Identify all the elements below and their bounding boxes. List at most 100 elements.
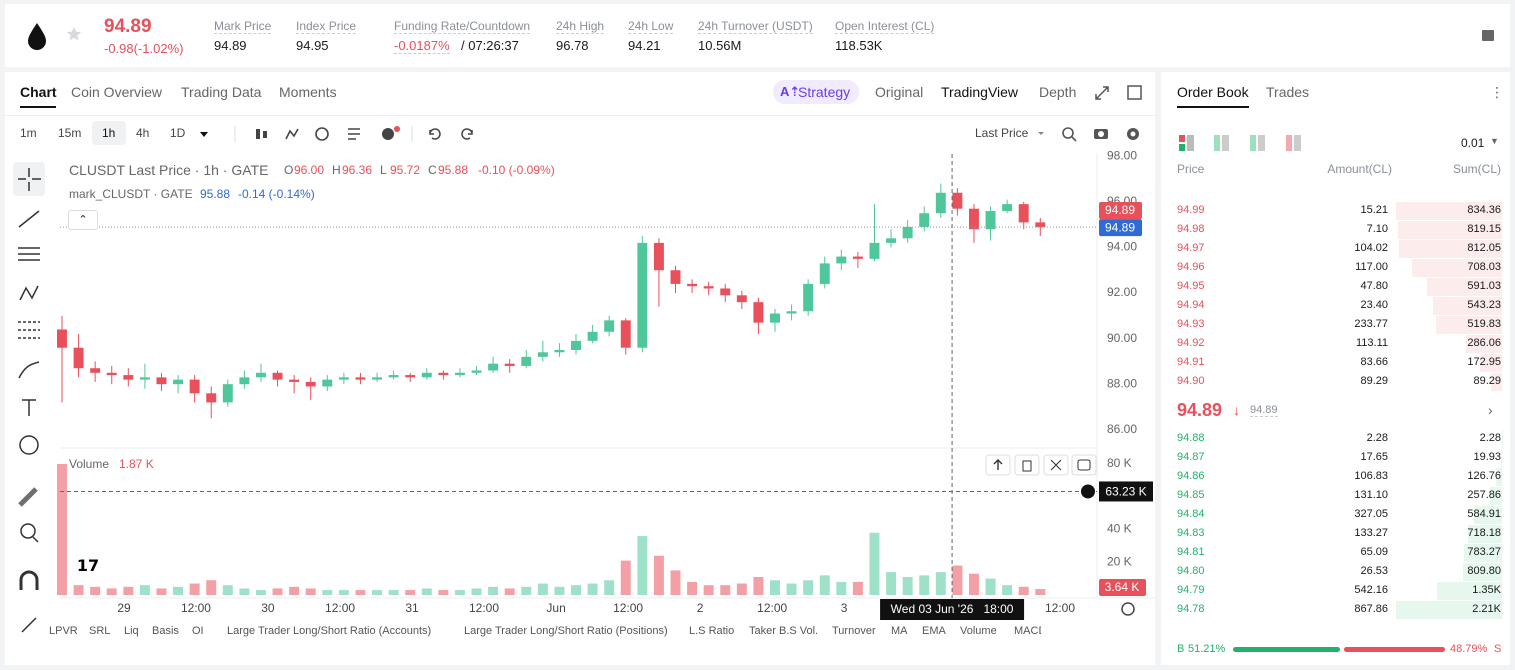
book-price: 94.88 (1177, 432, 1205, 444)
book-price: 94.81 (1177, 546, 1205, 558)
book-arrow: ↓ (1233, 402, 1240, 418)
legend-change: -0.10 (-0.09%) (478, 163, 555, 177)
book-amount: 65.09 (1360, 546, 1388, 558)
collapse-button[interactable]: ⌃ (68, 210, 98, 230)
indicator[interactable]: Large Trader Long/Short Ratio (Accounts) (227, 625, 432, 637)
volume-bar (952, 565, 963, 595)
buy-bar (1233, 647, 1340, 652)
indicator[interactable]: L.S Ratio (689, 625, 735, 637)
volume-bar (272, 588, 283, 595)
view-tab[interactable]: Strategy (798, 84, 851, 100)
candle-body (587, 331, 598, 341)
book-menu[interactable]: ⋮ (1490, 84, 1504, 100)
candle-body (438, 372, 449, 376)
indicator[interactable]: LPVR (49, 625, 78, 637)
volume-bar (703, 585, 714, 595)
indicator[interactable]: MACD (1014, 625, 1041, 637)
book-amount: 2.28 (1366, 432, 1388, 444)
stat-value: 118.53K (835, 38, 883, 53)
depth-bar (1437, 582, 1502, 600)
stat-label: Funding Rate/Countdown (394, 19, 531, 34)
menu-icon[interactable] (1481, 29, 1495, 42)
candle-body (139, 377, 150, 380)
candle-body (338, 377, 349, 380)
interval[interactable]: 15m (58, 126, 82, 140)
chart-tab[interactable]: Chart (20, 84, 57, 100)
ohlc-value: 96.00 (294, 163, 325, 177)
book-amount: 542.16 (1354, 584, 1388, 596)
indicator[interactable]: EMA (922, 625, 946, 637)
book-tab[interactable]: Trades (1266, 84, 1310, 100)
depth-bar (1473, 506, 1502, 524)
volume-bar (537, 583, 548, 595)
interval[interactable]: 1D (170, 126, 186, 140)
mark-value: 95.88 (200, 187, 231, 201)
precision[interactable]: 0.01 (1461, 136, 1485, 150)
book-tab[interactable]: Order Book (1177, 84, 1249, 100)
indicator[interactable]: Volume (960, 625, 997, 637)
stat-value: 10.56M (698, 38, 742, 53)
indicator[interactable]: Basis (152, 625, 179, 637)
view-tab[interactable]: Original (875, 84, 924, 100)
candle-body (687, 283, 698, 287)
stat-label: 24h Low (628, 19, 674, 34)
volume-bar (372, 590, 383, 595)
indicator[interactable]: OI (192, 625, 204, 637)
chart-tab[interactable]: Coin Overview (71, 84, 163, 100)
book-sum: 172.95 (1467, 356, 1501, 368)
last-volume-label: 3.64 K (1105, 580, 1140, 594)
candle-body (720, 288, 731, 296)
book-more[interactable]: › (1488, 402, 1493, 418)
precision-caret: ▼ (1490, 136, 1499, 146)
indicator[interactable]: Large Trader Long/Short Ratio (Positions… (464, 625, 668, 637)
stat-extra: / 07:26:37 (461, 38, 519, 53)
interval[interactable]: 1h (102, 126, 116, 140)
volume-bar (869, 532, 880, 595)
strategy-icon: A⇡ (780, 84, 801, 99)
chart-tab[interactable]: Moments (279, 84, 337, 100)
volume-bar (819, 575, 830, 595)
favorite-star[interactable] (66, 26, 82, 42)
indicator[interactable]: SRL (89, 625, 111, 637)
depth-bar (1501, 449, 1502, 467)
y-tick-label: 88.00 (1107, 376, 1137, 390)
x-tick-label: 3 (841, 601, 848, 615)
indicator[interactable]: MA (891, 625, 908, 637)
book-sum: 834.36 (1467, 204, 1501, 216)
volume-bar (173, 586, 184, 595)
indicator[interactable]: Taker B.S Vol. (749, 625, 819, 637)
book-amount: 106.83 (1354, 470, 1388, 482)
view-tab[interactable]: Depth (1039, 84, 1077, 100)
depth-bar (1398, 240, 1502, 258)
book-amount: 867.86 (1354, 603, 1388, 615)
book-sum: 809.80 (1467, 565, 1501, 577)
interval[interactable]: 1m (20, 126, 37, 140)
book-sum: 1.35K (1472, 584, 1501, 596)
candle-body (289, 379, 300, 382)
y2-tick-label: 20 K (1107, 554, 1132, 568)
depth-bar (1396, 202, 1502, 220)
interval[interactable]: 4h (136, 126, 150, 140)
candle-body (305, 381, 316, 387)
volume-value: 1.87 K (119, 457, 154, 471)
volume-bar (57, 464, 67, 595)
book-price: 94.94 (1177, 299, 1205, 311)
price-source[interactable]: Last Price (975, 126, 1029, 140)
candle-body (454, 372, 465, 376)
indicator[interactable]: Turnover (832, 625, 876, 637)
candle-body (770, 313, 780, 323)
book-sum: 19.93 (1473, 451, 1501, 463)
book-price: 94.87 (1177, 451, 1205, 463)
view-tab[interactable]: TradingView (941, 84, 1019, 100)
book-price: 94.78 (1177, 603, 1205, 615)
book-sum: 584.91 (1467, 508, 1501, 520)
book-price: 94.99 (1177, 204, 1205, 216)
volume-bar (852, 581, 863, 595)
indicator[interactable]: Liq (124, 625, 139, 637)
interval-selected (92, 121, 126, 145)
depth-bar (1490, 373, 1502, 391)
candle-body (604, 320, 615, 332)
volume-bar (438, 590, 449, 595)
volume-bar (521, 586, 532, 595)
chart-tab[interactable]: Trading Data (181, 84, 262, 100)
